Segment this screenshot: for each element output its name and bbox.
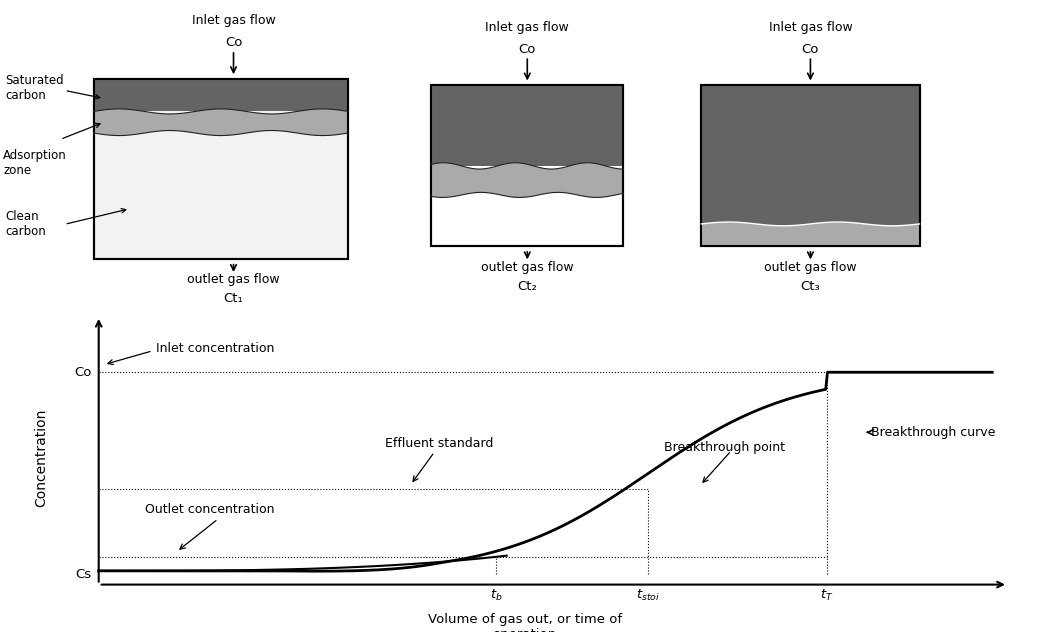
Text: outlet gas flow: outlet gas flow (764, 261, 857, 274)
Bar (431, 85, 623, 246)
Bar (94, 79, 348, 259)
Text: Inlet gas flow: Inlet gas flow (769, 21, 852, 33)
Bar (701, 85, 920, 246)
Text: Breakthrough point: Breakthrough point (664, 441, 784, 454)
Bar (431, 85, 623, 246)
Polygon shape (431, 163, 623, 197)
Text: Co: Co (518, 43, 536, 56)
Text: $t_{stoi}$: $t_{stoi}$ (636, 588, 660, 604)
Bar (701, 85, 920, 246)
Text: Inlet concentration: Inlet concentration (156, 342, 274, 355)
Text: Ct₁: Ct₁ (223, 293, 243, 305)
Text: $t_T$: $t_T$ (820, 588, 833, 604)
Bar (94, 79, 348, 111)
Text: Adsorption
zone: Adsorption zone (3, 149, 66, 177)
Text: Ct₂: Ct₂ (517, 280, 537, 293)
Text: Outlet concentration: Outlet concentration (145, 503, 275, 516)
Text: Saturated
carbon: Saturated carbon (5, 75, 63, 102)
Text: Co: Co (224, 37, 242, 49)
Text: outlet gas flow: outlet gas flow (481, 261, 574, 274)
Polygon shape (94, 109, 348, 135)
Text: Inlet gas flow: Inlet gas flow (191, 15, 275, 27)
Text: Volume of gas out, or time of
operation: Volume of gas out, or time of operation (428, 613, 621, 632)
Bar (94, 79, 348, 259)
Text: Ct₃: Ct₃ (800, 280, 821, 293)
Text: $t_b$: $t_b$ (490, 588, 503, 604)
Text: Cs: Cs (75, 568, 91, 581)
Text: Clean
carbon: Clean carbon (5, 210, 46, 238)
Text: Breakthrough curve: Breakthrough curve (871, 426, 995, 439)
Bar (431, 85, 623, 166)
Text: outlet gas flow: outlet gas flow (187, 274, 279, 286)
Text: Co: Co (802, 43, 819, 56)
Polygon shape (701, 222, 920, 246)
Text: Co: Co (74, 366, 91, 379)
Text: Inlet gas flow: Inlet gas flow (485, 21, 569, 33)
Text: Concentration: Concentration (34, 409, 49, 507)
Text: Effluent standard: Effluent standard (384, 437, 494, 449)
